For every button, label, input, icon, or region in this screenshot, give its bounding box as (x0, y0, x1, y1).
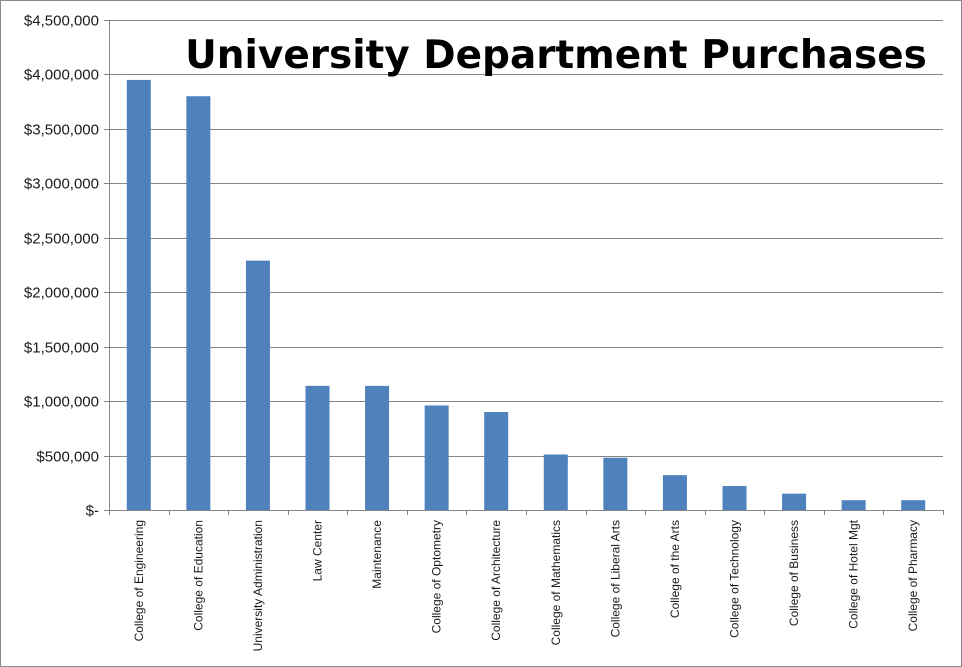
x-tick-label: College of Architecture (489, 520, 503, 641)
y-tick-labels: $- $500,000 $1,000,000 $1,500,000 $2,000,000… (24, 13, 99, 520)
y-tick-label: $3,500,000 (24, 122, 99, 139)
bar (782, 493, 807, 510)
bar (543, 454, 568, 510)
y-tick-label: $- (86, 503, 99, 520)
x-tick-label: College of Pharmacy (906, 520, 920, 631)
x-tick-label: University Administration (251, 520, 265, 651)
y-tick-label: $500,000 (36, 449, 99, 466)
y-tick-label: $3,000,000 (24, 176, 99, 193)
gridlines (109, 20, 943, 457)
x-tick-label: College of the Arts (668, 520, 682, 618)
chart-title: University Department Purchases (185, 33, 927, 78)
y-tick-label: $4,000,000 (24, 67, 99, 84)
bar (484, 412, 509, 510)
x-tick-label: College of Optometry (430, 520, 444, 633)
axes (104, 20, 944, 515)
x-tick-label: College of Hotel Mgt (847, 519, 861, 628)
bar (662, 475, 687, 510)
bar (841, 500, 866, 510)
x-tick-label: Maintenance (370, 520, 384, 589)
y-tick-label: $1,000,000 (24, 394, 99, 411)
x-tick-label: Law Center (311, 520, 325, 581)
bar (126, 79, 151, 510)
x-tick-label: College of Education (191, 520, 205, 631)
bar (245, 260, 270, 510)
bar (722, 486, 747, 510)
x-tick-label: College of Technology (728, 520, 742, 638)
bar (186, 96, 211, 510)
bar (305, 385, 330, 510)
bar (365, 385, 390, 510)
bar (603, 457, 628, 510)
x-tick-label: College of Mathematics (549, 520, 563, 645)
y-tick-label: $1,500,000 (24, 340, 99, 357)
bar (424, 405, 449, 510)
y-tick-label: $2,000,000 (24, 285, 99, 302)
x-tick-labels: College of Engineering College of Educati… (132, 519, 920, 651)
y-tick-label: $4,500,000 (24, 13, 99, 30)
y-tick-label: $2,500,000 (24, 231, 99, 248)
bars (126, 79, 926, 510)
x-tick-label: College of Engineering (132, 520, 146, 641)
x-tick-label: College of Liberal Arts (608, 520, 622, 637)
x-tick-label: College of Business (787, 520, 801, 626)
bar (901, 500, 926, 510)
